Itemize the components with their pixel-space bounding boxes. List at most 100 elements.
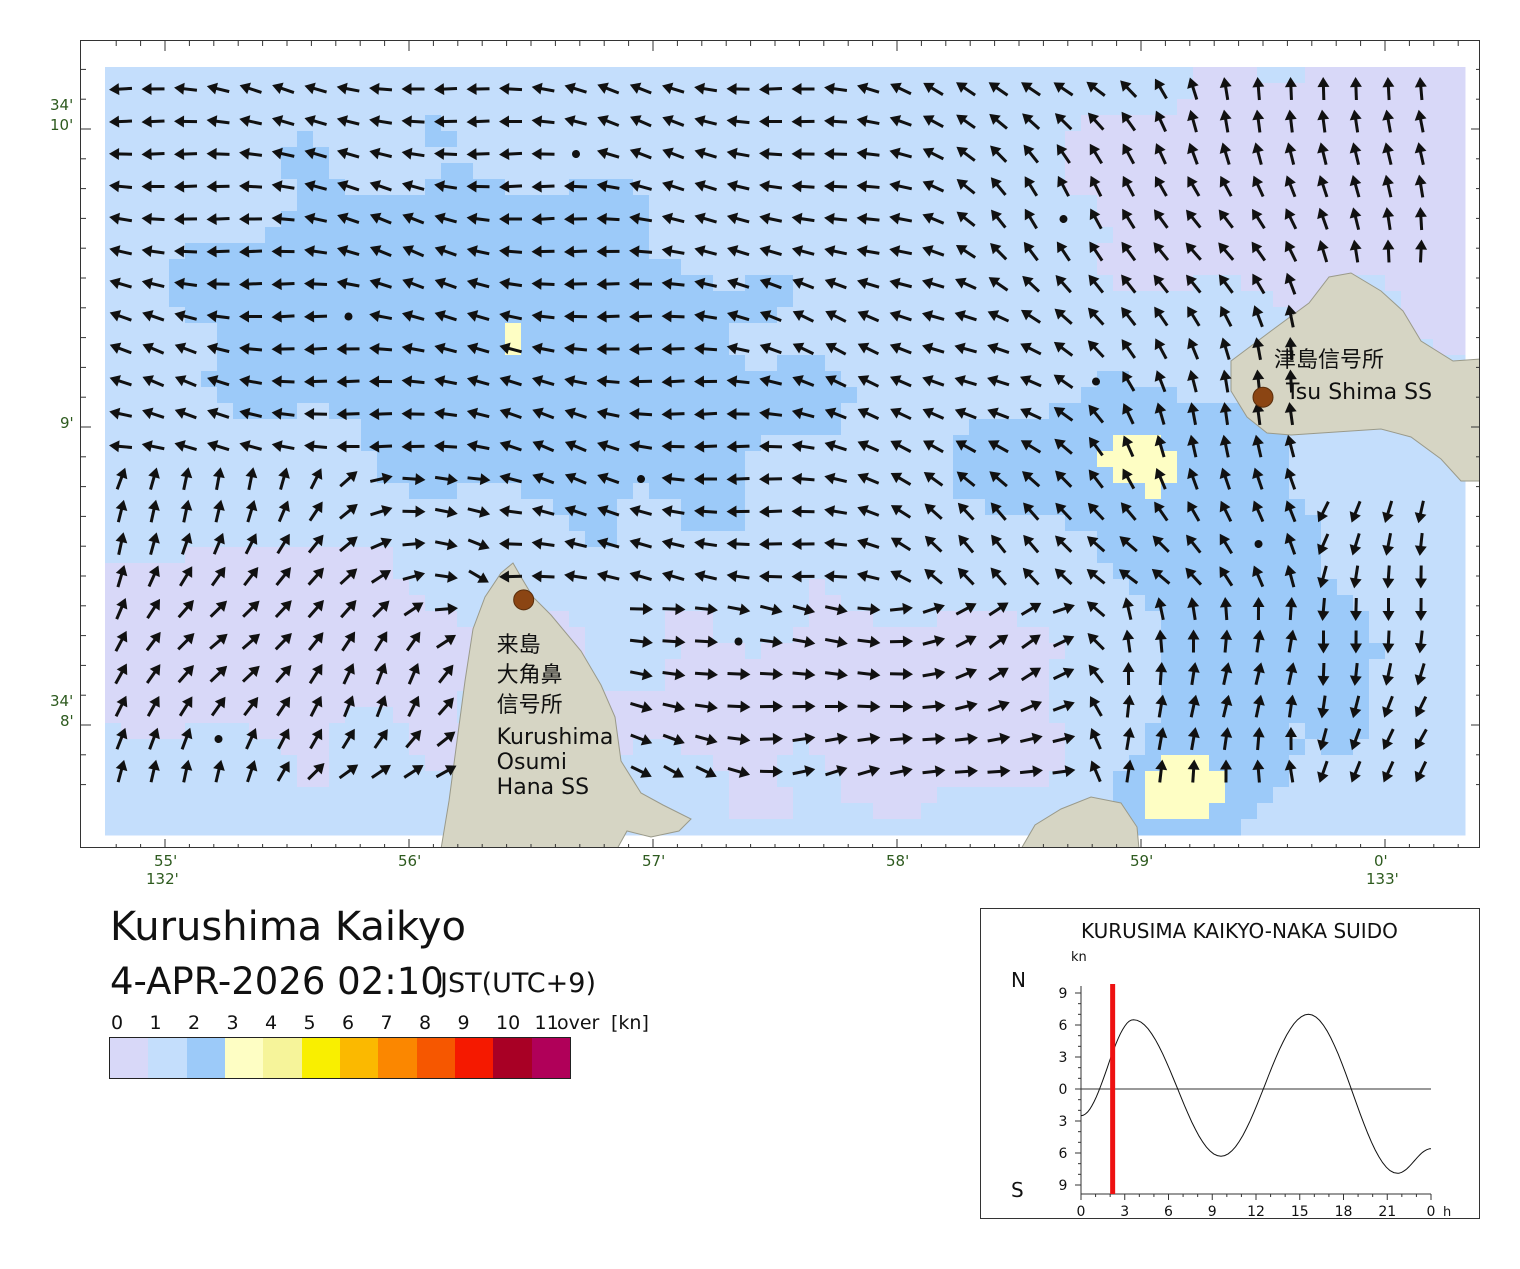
current-arrow	[922, 147, 945, 161]
tide-x-label: 21	[1378, 1204, 1396, 1220]
current-arrow	[1187, 77, 1199, 100]
current-arrow	[174, 115, 198, 128]
current-arrow	[1155, 662, 1168, 686]
current-arrow	[277, 500, 290, 523]
current-arrow	[1023, 241, 1039, 262]
current-arrow	[987, 407, 1010, 420]
current-arrow	[922, 342, 945, 355]
current-arrow	[304, 212, 328, 225]
current-arrow	[206, 82, 230, 95]
current-arrow	[531, 537, 555, 550]
legend-swatch	[416, 1038, 455, 1078]
current-arrow	[924, 568, 943, 585]
current-arrow	[629, 407, 653, 420]
current-arrow	[1349, 695, 1362, 719]
current-arrow	[275, 664, 292, 684]
current-arrow	[1023, 144, 1040, 164]
current-arrow	[792, 310, 815, 323]
current-arrow	[1382, 174, 1394, 198]
current-arrow	[1118, 569, 1139, 585]
current-arrow	[1187, 629, 1200, 653]
current-arrow	[1252, 759, 1265, 783]
current-arrow	[304, 147, 327, 160]
current-arrow	[791, 440, 815, 453]
current-arrow	[271, 147, 295, 160]
current-arrow	[857, 537, 880, 550]
current-arrow	[694, 603, 718, 616]
current-arrow	[434, 506, 458, 518]
current-arrow	[564, 115, 588, 127]
current-arrow	[339, 536, 358, 553]
current-arrow	[402, 537, 426, 550]
current-arrow	[499, 82, 523, 95]
current-arrow	[694, 408, 718, 421]
current-arrow	[988, 602, 1009, 617]
current-arrow	[596, 342, 620, 355]
current-arrow	[1284, 532, 1297, 555]
legend-tick-label: 11	[534, 1012, 559, 1034]
current-arrow	[596, 375, 620, 388]
current-arrow	[1252, 109, 1265, 133]
current-arrow	[1122, 727, 1135, 751]
legend-swatch	[531, 1038, 570, 1078]
current-arrow	[213, 759, 225, 783]
current-arrow	[857, 765, 881, 777]
current-arrow	[206, 147, 230, 160]
current-arrow	[1153, 274, 1170, 294]
current-arrow	[662, 701, 686, 713]
current-arrow	[923, 82, 944, 96]
longitude-minute-label: 59'	[1130, 852, 1154, 870]
current-arrow	[1122, 403, 1135, 425]
current-arrow	[1414, 728, 1428, 750]
current-arrow	[759, 538, 783, 551]
current-arrow	[336, 147, 360, 160]
current-arrow	[1020, 700, 1043, 713]
current-arrow	[271, 440, 295, 453]
station-name-japanese: 津島信号所	[1274, 348, 1385, 374]
current-arrow	[922, 115, 944, 129]
current-arrow	[177, 599, 194, 619]
current-arrow	[177, 665, 194, 684]
current-arrow	[727, 668, 751, 681]
current-arrow	[1219, 175, 1233, 197]
current-arrow	[1252, 402, 1265, 426]
current-arrow	[1020, 602, 1042, 616]
current-arrow	[369, 82, 393, 95]
current-arrow	[109, 310, 132, 322]
current-arrow	[109, 180, 133, 193]
current-arrow	[564, 375, 588, 387]
current-arrow	[694, 212, 717, 225]
current-arrow	[141, 245, 165, 258]
current-arrow	[145, 631, 161, 652]
current-arrow	[336, 440, 360, 453]
current-arrow	[922, 212, 945, 225]
current-arrow	[1089, 728, 1102, 750]
current-arrow	[889, 602, 913, 615]
current-arrow	[1253, 694, 1265, 718]
current-arrow	[336, 277, 360, 290]
current-arrow	[434, 602, 458, 615]
current-arrow	[825, 375, 847, 388]
current-arrow	[1252, 434, 1264, 458]
current-arrow	[1021, 634, 1041, 650]
tide-x-label: 0	[1427, 1204, 1436, 1220]
current-arrow	[727, 603, 751, 616]
current-arrow	[1284, 369, 1297, 393]
current-arrow	[922, 667, 946, 680]
current-arrow	[661, 212, 685, 225]
legend-tick-label: [kn]	[611, 1012, 649, 1034]
kurushima-headland	[440, 562, 692, 847]
current-arrow	[564, 407, 587, 420]
current-arrow	[435, 634, 457, 649]
current-arrow	[791, 407, 815, 420]
current-arrow	[401, 342, 425, 355]
current-arrow	[339, 471, 358, 488]
current-arrow	[437, 697, 454, 716]
current-arrow	[1317, 240, 1329, 263]
current-arrow	[1052, 700, 1075, 712]
current-arrow	[1284, 467, 1297, 490]
current-arrow	[369, 310, 393, 323]
current-arrow	[276, 696, 291, 717]
current-arrow	[791, 472, 815, 485]
